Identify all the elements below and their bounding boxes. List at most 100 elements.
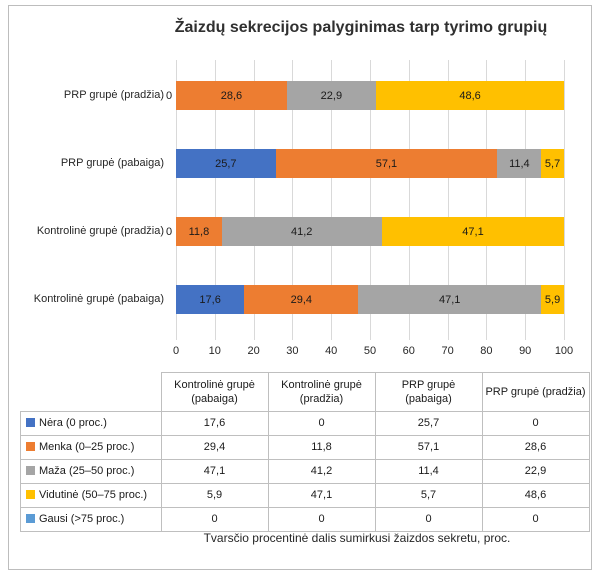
table-value-cell: 22,9	[481, 459, 590, 484]
bar-segment: 28,6	[176, 81, 287, 110]
chart-title: Žaizdų sekrecijos palyginimas tarp tyrim…	[174, 19, 548, 36]
gridline	[486, 60, 488, 332]
table-value-cell: 47,1	[160, 459, 269, 484]
outer-border	[8, 5, 592, 570]
bar-segment: 17,6	[176, 285, 245, 314]
table-value-cell: 28,6	[481, 435, 590, 460]
legend-key-icon	[26, 466, 35, 476]
axis-tick	[486, 332, 488, 340]
table-value-cell: 0	[160, 507, 269, 532]
table-header-row: Kontrolinė grupė (pabaiga) Kontrolinė gru…	[21, 372, 590, 412]
bar-row: 0 11,8 41,2 47,1	[166, 217, 565, 246]
legend-cell: Gausi (>75 proc.)	[20, 507, 162, 532]
table-value-cell: 0	[267, 411, 376, 436]
category-label: Kontrolinė grupė (pabaiga)	[33, 293, 164, 305]
table-value-cell: 0	[481, 411, 590, 436]
table-value-cell: 41,2	[267, 459, 376, 484]
table-column-header: PRP grupė (pradžia)	[481, 372, 590, 412]
table-value-cell: 11,4	[374, 459, 483, 484]
bar-segment: 11,8	[176, 217, 222, 246]
table-value-cell: 0	[267, 507, 376, 532]
axis-tick	[564, 332, 565, 340]
category-label: PRP grupė (pradžia)	[63, 89, 164, 101]
legend-label: Maža (25–50 proc.)	[39, 465, 135, 478]
table-value-cell: 0	[374, 507, 483, 532]
bar-segment: 5,9	[541, 285, 564, 314]
bar-segment-label: 0	[165, 89, 173, 102]
gridline	[214, 60, 216, 332]
legend-label: Vidutinė (50–75 proc.)	[39, 489, 148, 502]
table-row: Gausi (>75 proc.) 0 0 0 0	[20, 507, 590, 532]
gridline	[331, 60, 333, 332]
data-table: Kontrolinė grupė (pabaiga) Kontrolinė gru…	[20, 372, 590, 532]
legend-key-icon	[26, 514, 35, 524]
table-row: Vidutinė (50–75 proc.) 5,9 47,1 5,7 48,6	[20, 483, 590, 508]
table-value-cell: 11,8	[267, 435, 376, 460]
x-axis-tick-label: 80	[480, 345, 493, 357]
axis-tick	[253, 332, 255, 340]
table-value-cell: 29,4	[160, 435, 269, 460]
bar-segment-label: 47,1	[439, 293, 461, 306]
gridline	[370, 60, 371, 332]
plot-area: 0 28,6 22,9 48,6 25,7 57,1 11,4 5,7 0 11,8 41,2 47,…	[166, 60, 565, 340]
bar-row: 17,6 29,4 47,1 5,9	[176, 285, 564, 314]
data-table-body: Nėra (0 proc.) 17,6 0 25,7 0 Menka (0–25 proc…	[20, 411, 590, 532]
bar-segment: 25,7	[176, 149, 276, 178]
table-value-cell: 47,1	[267, 483, 376, 508]
table-value-cell: 48,6	[481, 483, 590, 508]
category-label: PRP grupė (pabaiga)	[60, 157, 164, 169]
x-axis-tick-label: 0	[172, 345, 180, 357]
bar-segment-label: 11,8	[188, 225, 210, 238]
legend-cell: Nėra (0 proc.)	[20, 411, 162, 436]
gridline	[525, 60, 527, 332]
x-axis-tick-label: 100	[554, 345, 574, 357]
category-label: Kontrolinė grupė (pradžia)	[36, 225, 164, 237]
bar-segment: 5,7	[541, 149, 564, 178]
legend-label: Nėra (0 proc.)	[39, 417, 107, 430]
gridline	[447, 60, 449, 332]
table-value-cell: 0	[481, 507, 590, 532]
bar-segment-label: 47,1	[462, 225, 484, 238]
table-value-cell: 5,7	[374, 483, 483, 508]
gridline	[176, 60, 177, 332]
x-axis-tick-label: 50	[363, 345, 377, 357]
bar-segment-label: 57,1	[375, 157, 398, 170]
legend-key-icon	[26, 418, 35, 428]
bar-segment: 22,9	[286, 81, 376, 110]
legend-cell: Maža (25–50 proc.)	[20, 459, 162, 484]
bar-segment: 47,1	[381, 217, 565, 246]
table-column-header: Kontrolinė grupė (pabaiga)	[160, 372, 269, 412]
legend-label: Menka (0–25 proc.)	[39, 441, 135, 454]
axis-tick	[370, 332, 371, 340]
bar-segment-label: 22,9	[320, 89, 343, 102]
table-value-cell: 57,1	[374, 435, 483, 460]
table-row: Maža (25–50 proc.) 47,1 41,2 11,4 22,9	[20, 459, 590, 484]
bar-segment-label: 5,7	[544, 157, 561, 170]
legend-cell: Vidutinė (50–75 proc.)	[20, 483, 162, 508]
axis-tick	[331, 332, 333, 340]
axis-tick	[525, 332, 527, 340]
x-axis-tick-label: 90	[519, 345, 532, 357]
axis-tick	[447, 332, 449, 340]
bar-segment-label: 48,6	[459, 89, 481, 102]
gridline	[564, 60, 565, 332]
legend-key-icon	[26, 442, 35, 452]
table-column-header: Kontrolinė grupė (pradžia)	[267, 372, 376, 412]
bar-segment: 57,1	[275, 149, 498, 178]
bar-segment: 47,1	[358, 285, 542, 314]
x-axis-tick-label: 70	[441, 345, 454, 357]
gridline	[408, 60, 410, 332]
axis-tick	[292, 332, 294, 340]
bar-segment: 11,4	[497, 149, 542, 178]
bar-segment: 48,6	[375, 81, 565, 110]
table-value-cell: 17,6	[160, 411, 269, 436]
legend-key-icon	[26, 490, 35, 500]
table-corner-cell	[21, 373, 162, 412]
bar-segment-label: 17,6	[199, 293, 221, 306]
data-table-header: Kontrolinė grupė (pabaiga) Kontrolinė gru…	[21, 372, 590, 412]
bar-segment-label: 5,9	[544, 293, 561, 306]
x-axis-tick-label: 20	[247, 345, 260, 357]
legend-label: Gausi (>75 proc.)	[39, 513, 125, 526]
table-column-header: PRP grupė (pabaiga)	[374, 372, 483, 412]
